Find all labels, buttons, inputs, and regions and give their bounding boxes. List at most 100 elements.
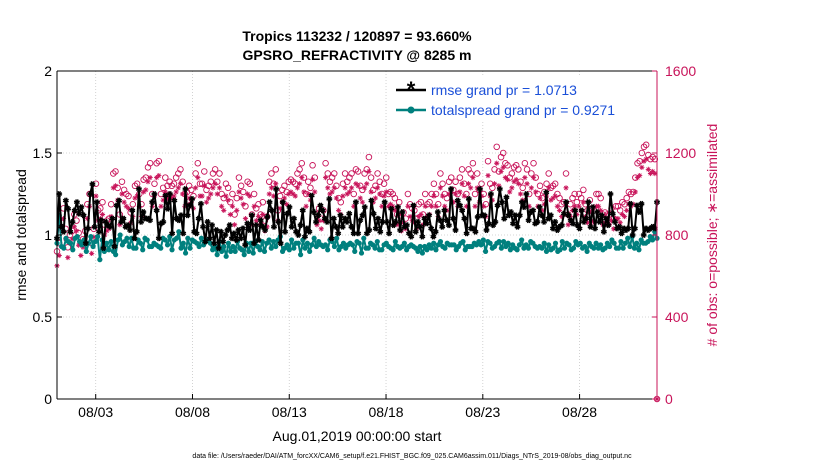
obs-possible-point: [519, 184, 526, 192]
obs-assimilated-point: [457, 189, 463, 195]
totalspread-point: [225, 240, 232, 246]
totalspread-point: [331, 243, 338, 250]
rmse-point: [432, 228, 439, 235]
totalspread-point: [309, 242, 315, 248]
rmse-point: [479, 212, 486, 219]
obs-assimilated-point: [364, 181, 370, 187]
obs-assimilated-point: [533, 189, 539, 195]
obs-assimilated-point: [515, 181, 521, 187]
rmse-point: [492, 218, 499, 225]
obs-assimilated-point: [132, 195, 138, 201]
totalspread-point: [97, 257, 103, 263]
obs-assimilated-point: [537, 195, 543, 201]
obs-assimilated-point: [322, 175, 329, 181]
totalspread-point: [298, 252, 304, 258]
totalspread-point: [437, 238, 444, 245]
legend-spread-label: totalspread grand pr = 0.9271: [431, 102, 615, 118]
totalspread-point: [460, 238, 466, 245]
obs-possible-point: [372, 182, 379, 190]
obs-possible-point: [580, 186, 587, 194]
rmse-point: [115, 197, 123, 204]
obs-assimilated-point: [361, 185, 368, 191]
rmse-point: [434, 209, 441, 216]
obs-possible-point: [380, 180, 388, 187]
obs-possible-point: [473, 170, 481, 177]
rmse-point: [611, 218, 618, 225]
rmse-point: [321, 215, 328, 222]
rmse-point: [585, 199, 592, 206]
rmse-point: [217, 228, 224, 235]
obs-possible-point: [110, 170, 117, 177]
totalspread-point: [106, 247, 112, 253]
rmse-point: [138, 218, 145, 225]
obs-assimilated-point: [177, 181, 184, 187]
chart-title-line1: Tropics 113232 / 120897 = 93.660%: [242, 28, 472, 44]
totalspread-point: [557, 247, 563, 253]
rmse-point: [228, 235, 235, 242]
obs-assimilated-point: [199, 193, 205, 199]
totalspread-point: [95, 234, 101, 240]
totalspread-point: [108, 238, 114, 245]
obs-possible-point: [447, 174, 455, 181]
obs-possible-point: [426, 198, 433, 206]
rmse-point: [182, 186, 189, 193]
y-tick-label-left: 0: [44, 391, 52, 407]
rmse-point: [636, 209, 643, 216]
rmse-point: [151, 190, 158, 198]
rmse-point: [607, 190, 614, 198]
rmse-point: [625, 225, 632, 232]
rmse-point: [262, 227, 269, 234]
obs-possible-point: [296, 166, 303, 173]
rmse-point: [448, 186, 455, 193]
obs-assimilated-point: [569, 207, 576, 213]
rmse-point: [337, 212, 344, 219]
rmse-point: [618, 230, 625, 237]
rmse-point: [93, 199, 100, 206]
obs-assimilated-point: [260, 211, 266, 218]
rmse-point: [127, 227, 134, 234]
obs-possible-point: [456, 174, 464, 181]
totalspread-point: [239, 247, 245, 253]
totalspread-point: [550, 245, 556, 251]
totalspread-point: [401, 240, 407, 246]
rmse-point: [282, 228, 289, 235]
totalspread-point: [616, 245, 622, 251]
obs-assimilated-point: [162, 189, 168, 195]
obs-assimilated-point: [511, 179, 517, 185]
totalspread-point: [361, 235, 367, 241]
obs-possible-point: [463, 190, 470, 198]
obs-assimilated-point: [316, 218, 322, 224]
rmse-point: [501, 215, 508, 222]
rmse-point: [62, 197, 69, 204]
obs-possible-point: [530, 159, 537, 167]
totalspread-point: [207, 240, 213, 246]
obs-possible-point: [417, 198, 425, 206]
totalspread-point: [649, 237, 656, 243]
rmse-point: [146, 217, 154, 224]
rmse-point: [299, 207, 306, 214]
rmse-point: [603, 215, 610, 222]
obs-assimilated-point: [550, 195, 556, 201]
y-tick-label-right: 400: [665, 309, 689, 325]
obs-assimilated-point: [60, 216, 67, 222]
obs-possible-point: [471, 190, 479, 198]
obs-assimilated-point: [212, 181, 218, 187]
obs-assimilated-point: [236, 189, 242, 195]
totalspread-point: [374, 238, 380, 245]
obs-assimilated-point: [232, 222, 238, 228]
totalspread-point: [552, 240, 559, 246]
obs-assimilated-point: [366, 168, 372, 175]
obs-assimilated-point: [214, 191, 220, 197]
obs-assimilated-point: [346, 189, 353, 195]
obs-assimilated-point: [444, 207, 450, 213]
rmse-point: [436, 217, 444, 224]
totalspread-point: [566, 242, 572, 248]
rmse-point: [315, 212, 322, 219]
obs-assimilated-point: [355, 183, 361, 189]
obs-assimilated-point: [463, 203, 469, 209]
obs-assimilated-point: [509, 185, 515, 191]
rmse-point: [507, 209, 514, 216]
obs-assimilated-point: [383, 189, 389, 195]
obs-possible-point: [493, 143, 500, 151]
rmse-point: [549, 225, 556, 232]
